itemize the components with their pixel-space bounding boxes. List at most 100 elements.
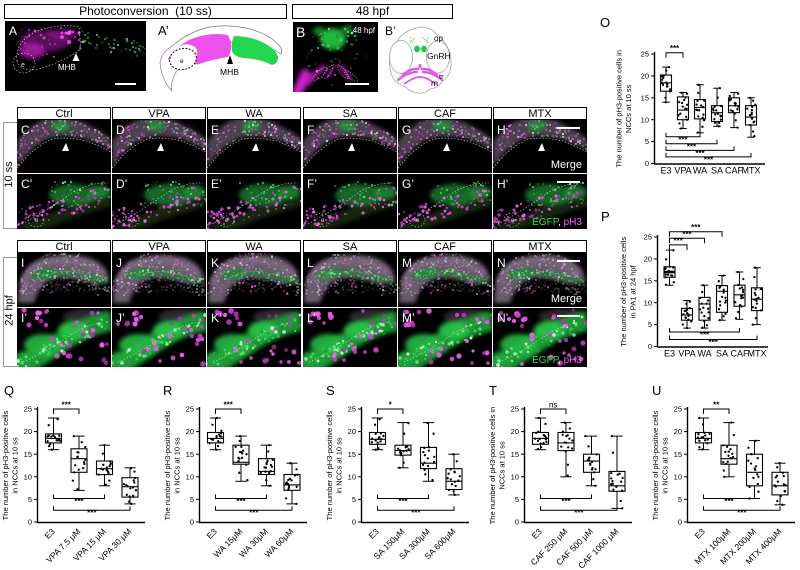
svg-text:D: D bbox=[116, 123, 125, 137]
svg-text:I’: I’ bbox=[21, 311, 27, 325]
svg-text:CAF: CAF bbox=[731, 349, 750, 359]
svg-text:20: 20 bbox=[641, 72, 649, 81]
svg-text:op: op bbox=[434, 34, 443, 43]
svg-text:25: 25 bbox=[644, 233, 652, 242]
svg-text:E3: E3 bbox=[664, 349, 675, 359]
svg-text:EGFP, pH3: EGFP, pH3 bbox=[532, 217, 582, 228]
svg-text:m: m bbox=[431, 78, 438, 88]
svg-text:K: K bbox=[211, 256, 219, 270]
svg-text:***: *** bbox=[709, 338, 719, 347]
svg-text:E’: E’ bbox=[211, 177, 222, 191]
svg-text:e: e bbox=[21, 62, 25, 69]
svg-text:M’: M’ bbox=[402, 311, 415, 325]
svg-text:G’: G’ bbox=[402, 177, 414, 191]
svg-text:5: 5 bbox=[648, 320, 652, 329]
svg-text:G: G bbox=[402, 123, 411, 137]
svg-text:N: N bbox=[497, 256, 506, 270]
svg-text:Merge: Merge bbox=[551, 293, 582, 305]
svg-text:25: 25 bbox=[24, 405, 32, 414]
svg-text:10: 10 bbox=[186, 472, 194, 481]
svg-text:NCCs at 10 ss: NCCs at 10 ss bbox=[624, 84, 633, 133]
svg-text:F’: F’ bbox=[307, 177, 317, 191]
svg-text:0: 0 bbox=[645, 159, 649, 168]
svg-text:B: B bbox=[296, 24, 305, 40]
svg-text:0: 0 bbox=[190, 518, 194, 527]
svg-text:B’: B’ bbox=[385, 24, 396, 38]
svg-text:20: 20 bbox=[24, 427, 32, 436]
svg-text:C: C bbox=[21, 123, 30, 137]
svg-text:The number of pH3-positive cel: The number of pH3-positive cells in bbox=[615, 50, 624, 168]
svg-text:CAF: CAF bbox=[725, 166, 744, 176]
svg-text:***: *** bbox=[682, 230, 692, 239]
svg-text:A: A bbox=[9, 24, 17, 38]
svg-text:H’: H’ bbox=[497, 177, 508, 191]
svg-text:GnRH: GnRH bbox=[427, 51, 451, 61]
svg-text:5: 5 bbox=[28, 495, 32, 504]
svg-text:10: 10 bbox=[644, 298, 652, 307]
svg-text:20: 20 bbox=[644, 255, 652, 264]
svg-text:5: 5 bbox=[645, 137, 649, 146]
svg-text:M: M bbox=[402, 256, 412, 270]
svg-text:in PA1 at 24 hpf: in PA1 at 24 hpf bbox=[629, 264, 638, 318]
svg-text:J: J bbox=[116, 256, 122, 270]
svg-text:5: 5 bbox=[190, 495, 194, 504]
svg-text:15: 15 bbox=[644, 276, 652, 285]
svg-text:e: e bbox=[225, 218, 229, 224]
svg-text:***: *** bbox=[691, 223, 701, 232]
svg-text:in NCCs at 10 ss: in NCCs at 10 ss bbox=[11, 437, 20, 494]
svg-text:***: *** bbox=[87, 509, 97, 518]
svg-text:J’: J’ bbox=[116, 311, 125, 325]
svg-text:10: 10 bbox=[24, 472, 32, 481]
svg-text:15: 15 bbox=[186, 450, 194, 459]
svg-text:E3: E3 bbox=[42, 526, 57, 541]
svg-text:10: 10 bbox=[641, 115, 649, 124]
svg-text:***: *** bbox=[62, 401, 72, 410]
svg-text:SA: SA bbox=[711, 166, 723, 176]
svg-text:L’: L’ bbox=[307, 311, 316, 325]
svg-text:e: e bbox=[130, 218, 134, 224]
svg-text:E3: E3 bbox=[660, 166, 671, 176]
svg-text:20: 20 bbox=[186, 427, 194, 436]
svg-text:e: e bbox=[416, 218, 420, 224]
svg-text:***: *** bbox=[695, 149, 705, 158]
svg-text:0: 0 bbox=[648, 342, 652, 351]
svg-text:The number of pH3-positive cel: The number of pH3-positive cells bbox=[619, 237, 628, 347]
svg-text:0: 0 bbox=[28, 518, 32, 527]
svg-text:D’: D’ bbox=[116, 177, 127, 191]
svg-text:Merge: Merge bbox=[551, 159, 582, 171]
svg-text:***: *** bbox=[700, 331, 710, 340]
svg-text:E: E bbox=[211, 123, 219, 137]
svg-text:MHB: MHB bbox=[220, 67, 239, 77]
svg-text:A’: A’ bbox=[158, 23, 169, 38]
svg-text:MTX: MTX bbox=[742, 166, 761, 176]
svg-text:MTX: MTX bbox=[748, 349, 767, 359]
svg-text:e: e bbox=[511, 218, 515, 224]
svg-text:WA: WA bbox=[697, 349, 711, 359]
svg-text:e: e bbox=[321, 218, 325, 224]
svg-text:15: 15 bbox=[24, 450, 32, 459]
svg-text:EGFP, pH3: EGFP, pH3 bbox=[532, 355, 582, 366]
svg-text:***: *** bbox=[670, 44, 680, 53]
svg-text:***: *** bbox=[678, 135, 688, 144]
svg-text:e: e bbox=[35, 218, 39, 224]
svg-text:VPA: VPA bbox=[678, 349, 695, 359]
svg-text:48 hpf: 48 hpf bbox=[353, 26, 376, 35]
svg-text:N’: N’ bbox=[497, 311, 508, 325]
svg-text:15: 15 bbox=[641, 93, 649, 102]
svg-text:MHB: MHB bbox=[58, 63, 76, 72]
svg-text:***: *** bbox=[74, 497, 84, 506]
svg-text:***: *** bbox=[704, 155, 714, 164]
svg-text:F: F bbox=[307, 123, 314, 137]
svg-text:VPA: VPA bbox=[674, 166, 691, 176]
svg-text:H: H bbox=[497, 123, 506, 137]
svg-text:I: I bbox=[21, 256, 24, 270]
svg-text:C’: C’ bbox=[21, 177, 32, 191]
svg-text:tr: tr bbox=[439, 72, 444, 81]
svg-text:WA: WA bbox=[693, 166, 707, 176]
svg-text:The number of pH3-positive cel: The number of pH3-positive cells bbox=[1, 410, 10, 520]
svg-text:K’: K’ bbox=[211, 311, 222, 325]
svg-text:25: 25 bbox=[641, 50, 649, 59]
svg-text:SA: SA bbox=[716, 349, 728, 359]
svg-text:***: *** bbox=[687, 142, 697, 151]
svg-text:L: L bbox=[307, 256, 314, 270]
